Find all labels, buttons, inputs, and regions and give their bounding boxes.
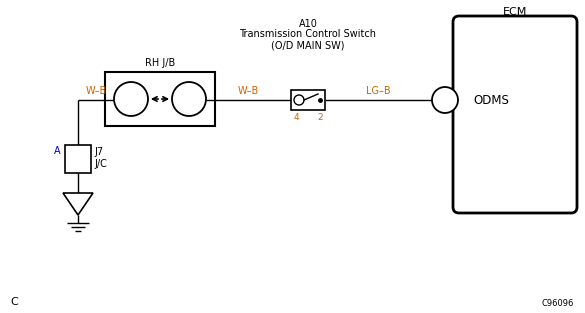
Text: 11: 11 (125, 88, 137, 96)
Text: LG–B: LG–B (366, 86, 391, 96)
Text: W–B: W–B (85, 86, 106, 96)
Text: ODMS: ODMS (473, 94, 509, 106)
Text: J/C: J/C (94, 159, 107, 169)
Text: 29: 29 (439, 90, 450, 100)
Circle shape (294, 95, 304, 105)
Text: 17: 17 (183, 88, 195, 96)
Text: A: A (54, 146, 61, 156)
Text: (O/D MAIN SW): (O/D MAIN SW) (271, 40, 345, 50)
Circle shape (114, 82, 148, 116)
Text: 4: 4 (293, 113, 299, 122)
Bar (65, 145, 91, 173)
Text: E5: E5 (438, 100, 452, 110)
Text: 2: 2 (317, 113, 323, 122)
Text: C: C (10, 297, 18, 307)
Text: RH J/B: RH J/B (145, 58, 175, 68)
Bar (291, 90, 325, 110)
Bar (105, 72, 215, 126)
Text: Transmission Control Switch: Transmission Control Switch (239, 29, 377, 39)
Text: J7: J7 (94, 147, 103, 157)
Text: IG: IG (73, 199, 83, 209)
Text: 3A: 3A (123, 99, 139, 109)
Text: 3A: 3A (181, 99, 197, 109)
Text: W–B: W–B (238, 86, 259, 96)
Text: C96096: C96096 (542, 300, 574, 309)
Circle shape (172, 82, 206, 116)
Circle shape (432, 87, 458, 113)
Text: A10: A10 (298, 19, 318, 29)
Polygon shape (63, 193, 93, 215)
Text: ECM: ECM (503, 7, 527, 17)
FancyBboxPatch shape (453, 16, 577, 213)
